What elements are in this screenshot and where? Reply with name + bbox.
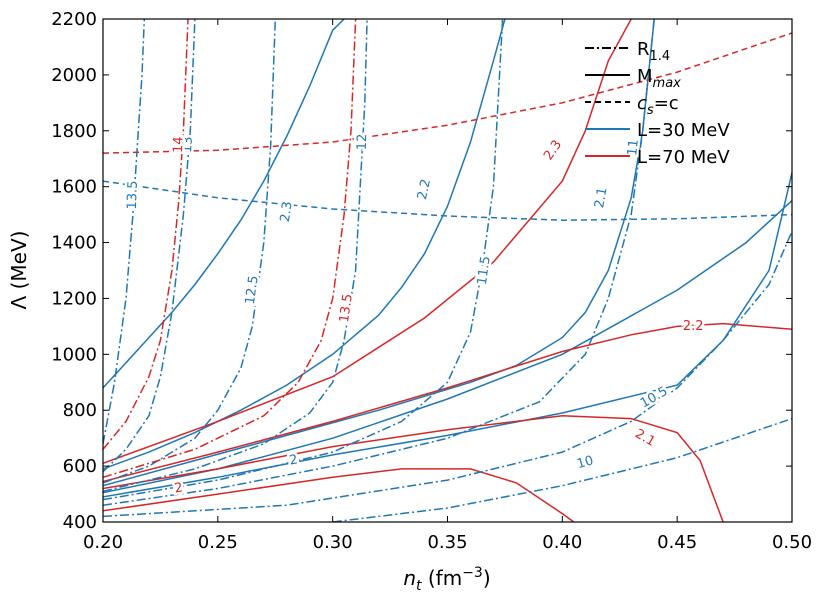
legend-label-0: R1.4	[637, 39, 670, 64]
contour-label-4: 2.3	[278, 201, 296, 224]
series-line-13	[103, 19, 504, 501]
x-tick-label-1: 0.25	[198, 532, 238, 553]
x-tick-label-2: 0.30	[313, 532, 353, 553]
x-tick-label-6: 0.50	[772, 532, 812, 553]
legend-label-3: L=30 MeV	[637, 120, 730, 141]
y-tick-label-0: 400	[63, 512, 97, 533]
x-tick-label-3: 0.35	[427, 532, 467, 553]
series-line-17	[103, 19, 189, 450]
y-tick-label-6: 1600	[51, 177, 97, 198]
x-tick-label-4: 0.40	[542, 532, 582, 553]
series-line-11	[103, 19, 277, 484]
series-line-3	[103, 172, 792, 498]
y-tick-label-5: 1400	[51, 233, 97, 254]
x-tick-label-5: 0.45	[657, 532, 697, 553]
y-tick-label-8: 2000	[51, 65, 97, 86]
y-tick-label-4: 1200	[51, 288, 97, 309]
contour-label-3: 12.5	[243, 275, 262, 306]
series-line-5	[103, 19, 632, 465]
series-line-12	[103, 19, 368, 493]
series-line-7	[103, 415, 724, 522]
series-line-8	[103, 468, 575, 522]
series-line-6	[103, 322, 792, 483]
tick-layer: 0.20 0.25 0.30 0.35 0.40 0.45 0.50 400 600 800 100…	[51, 9, 812, 553]
series-line-18	[103, 19, 357, 479]
series-layer	[103, 19, 792, 522]
contour-label-8: 11.5	[475, 255, 494, 286]
legend-label-4: L=70 MeV	[637, 147, 730, 168]
contour-label-15: 10	[575, 453, 595, 472]
series-line-10	[103, 19, 196, 473]
contour-label-7: 2.2	[415, 178, 434, 201]
y-tick-label-2: 800	[63, 400, 97, 421]
x-axis-label: nt (fm−3)	[403, 565, 490, 594]
contour-label-1: 13	[180, 136, 196, 153]
contour-label-6: 13.5	[337, 293, 356, 324]
x-tick-label-0: 0.20	[83, 532, 123, 553]
contour-label-0: 13.5	[125, 180, 141, 209]
legend-label-2: cs=c	[637, 93, 679, 118]
contour-label-9: 11	[625, 139, 642, 157]
contour-label-5: 12	[355, 133, 371, 150]
series-line-16	[332, 417, 792, 522]
series-line-0	[103, 19, 345, 389]
y-axis-label: Λ (MeV)	[7, 231, 31, 310]
series-line-15	[103, 231, 792, 518]
contour-label-10: 2.1	[592, 186, 610, 209]
y-tick-label-9: 2200	[51, 9, 97, 30]
y-tick-label-7: 1800	[51, 121, 97, 142]
series-line-20	[103, 32, 792, 154]
contour-label-2: 14	[171, 136, 187, 153]
legend-label-1: Mmax	[637, 66, 681, 91]
y-tick-label-1: 600	[63, 456, 97, 477]
y-tick-label-3: 1000	[51, 344, 97, 365]
series-line-1	[103, 19, 506, 470]
series-line-4	[103, 200, 792, 494]
contour-label-12: 2.2	[683, 319, 704, 334]
series-line-14	[103, 19, 655, 506]
